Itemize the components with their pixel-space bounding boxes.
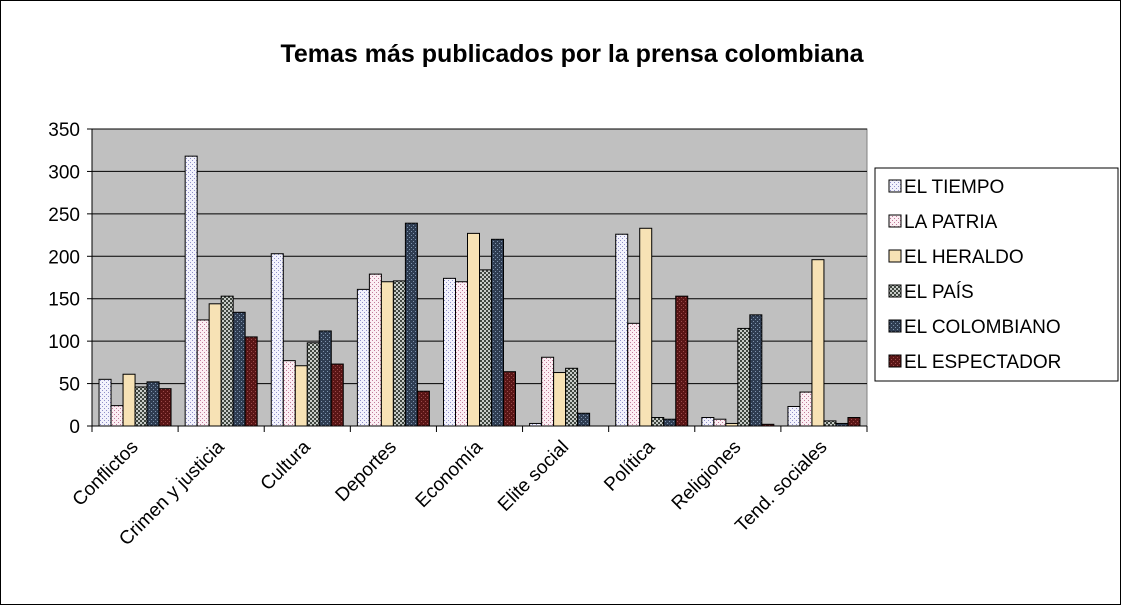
legend-label-6: EL ESPECTADOR (904, 352, 1061, 373)
bar-1-3 (122, 373, 136, 427)
bar-2-3 (208, 303, 222, 427)
bar-2-5 (232, 311, 246, 427)
y-tick-label: 300 (48, 162, 80, 183)
bar-3-2 (282, 360, 296, 427)
bar-1-6 (158, 388, 172, 427)
bar-3-4 (306, 342, 320, 427)
legend-label-2: LA PATRIA (904, 212, 998, 233)
legend-box (874, 167, 1119, 382)
y-tick-label: 100 (48, 332, 80, 353)
bar-9-3 (811, 259, 825, 427)
bar-8-4 (737, 327, 751, 427)
bar-4-6 (416, 390, 430, 427)
bar-5-6 (503, 371, 516, 427)
y-tick-label: 350 (48, 120, 80, 141)
bar-8-2 (713, 418, 727, 427)
bar-7-2 (627, 322, 641, 427)
bar-7-6 (675, 295, 689, 427)
y-tick-label: 150 (48, 290, 80, 311)
bar-1-4 (134, 386, 148, 427)
legend-swatch-6 (888, 354, 902, 368)
bar-7-1 (615, 233, 629, 427)
y-tick-label: 50 (59, 375, 80, 396)
legend-label-4: EL PAÍS (904, 282, 974, 303)
legend-swatch-3 (888, 249, 902, 263)
legend-label-3: EL HERALDO (904, 247, 1024, 268)
axes (91, 129, 868, 432)
legend: EL TIEMPO LA PATRIA EL HERALDO EL PAÍS EL CO… (888, 177, 1061, 373)
bar-5-5 (491, 238, 504, 427)
bar-9-1 (787, 405, 801, 427)
bar-7-3 (639, 227, 653, 427)
bar-7-4 (651, 417, 665, 427)
bar-5-1 (443, 277, 456, 427)
bar-8-5 (749, 314, 763, 427)
bar-3-3 (294, 365, 308, 427)
y-axis-ticks: 0 50 100 150 200 250 300 350 (48, 120, 92, 438)
y-tick-label: 0 (69, 417, 80, 438)
bar-8-1 (701, 417, 715, 427)
bar-4-2 (368, 273, 382, 427)
bar-1-5 (146, 381, 160, 427)
bar-7-5 (663, 418, 677, 427)
bar-5-3 (467, 232, 480, 427)
bar-5-2 (455, 281, 468, 427)
bar-9-4 (823, 420, 837, 427)
bar-2-1 (184, 155, 198, 427)
bar-3-1 (270, 253, 284, 427)
legend-swatch-2 (888, 214, 902, 228)
bar-6-5 (577, 412, 591, 427)
bar-4-4 (392, 280, 406, 427)
bar-3-6 (330, 363, 344, 427)
bar-9-6 (847, 417, 861, 427)
bar-1-2 (110, 405, 124, 427)
bar-4-3 (380, 281, 394, 427)
bar-9-2 (799, 391, 813, 427)
y-tick-label: 250 (48, 205, 80, 226)
bar-6-3 (553, 372, 567, 427)
bar-4-1 (356, 288, 370, 427)
legend-swatch-1 (888, 179, 902, 193)
y-tick-label: 200 (48, 247, 80, 268)
legend-swatch-5 (888, 319, 902, 333)
legend-swatch-4 (888, 284, 902, 298)
bar-5-4 (479, 269, 492, 427)
bar-4-5 (404, 222, 418, 427)
bar-6-2 (541, 356, 555, 427)
bar-2-2 (196, 319, 210, 427)
legend-label-1: EL TIEMPO (904, 177, 1004, 198)
legend-label-5: EL COLOMBIANO (904, 317, 1061, 338)
bar-3-5 (318, 330, 332, 427)
bar-6-4 (565, 367, 579, 427)
chart-title: Temas más publicados por la prensa colom… (280, 40, 864, 68)
bar-2-4 (220, 295, 234, 427)
bar-1-1 (98, 378, 112, 427)
bar-2-6 (244, 336, 258, 427)
